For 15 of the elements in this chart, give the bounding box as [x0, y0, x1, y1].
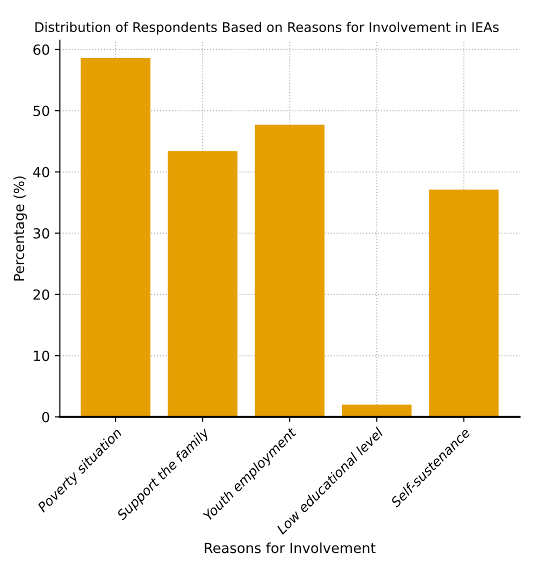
- bar: [428, 190, 499, 417]
- bar: [342, 404, 412, 417]
- y-tick-label: 20: [33, 289, 50, 300]
- y-tick-label: 40: [33, 166, 50, 178]
- bar: [254, 124, 325, 417]
- y-tick-label: 60: [33, 44, 50, 55]
- y-tick-label: 30: [34, 228, 50, 239]
- x-axis-title: Reasons for Involvement: [204, 542, 376, 554]
- y-tick-label: 0: [42, 412, 50, 422]
- y-axis-title: Percentage (%): [13, 176, 27, 280]
- y-tick-label: 50: [34, 106, 50, 116]
- bar: [168, 151, 238, 417]
- bar: [80, 58, 150, 417]
- chart-title: Distribution of Respondents Based on Reasons for Involvement in IEAs: [35, 22, 499, 35]
- y-tick-label: 10: [34, 350, 50, 362]
